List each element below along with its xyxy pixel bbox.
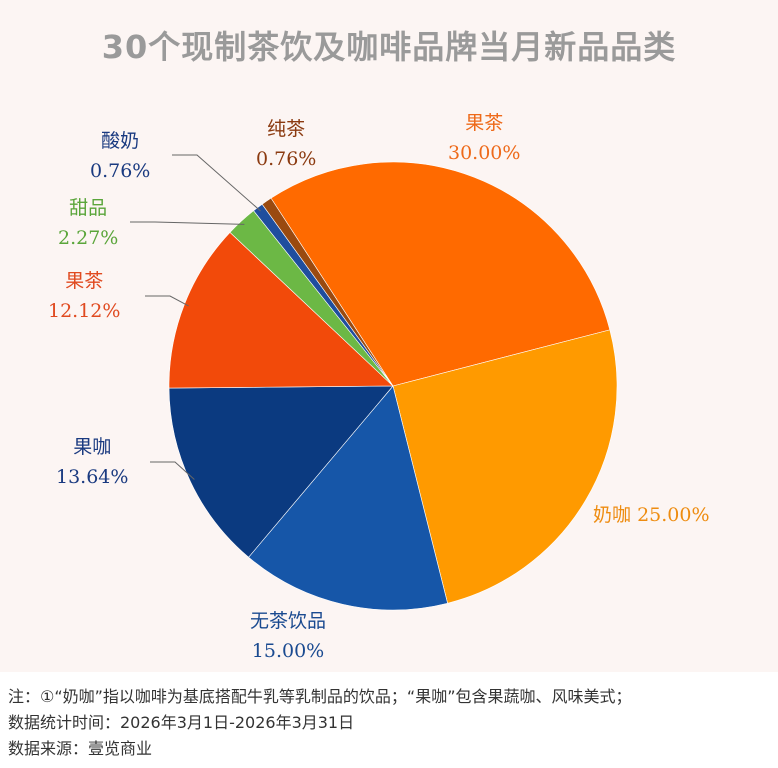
slice-name: 果茶 xyxy=(465,112,504,134)
label-guocha-12: 果茶 12.12% xyxy=(48,266,120,326)
label-chuncha: 纯茶 0.76% xyxy=(256,114,316,174)
slice-name: 果茶 xyxy=(65,270,104,292)
label-guoka: 果咖 13.64% xyxy=(56,432,128,492)
note-period: 数据统计时间：2026年3月1日-2026年3月31日 xyxy=(8,713,355,732)
slice-value: 13.64% xyxy=(56,466,129,488)
label-wucha: 无茶饮品 15.00% xyxy=(250,606,326,666)
label-naika: 奶咖 25.00% xyxy=(593,500,710,530)
label-suannai: 酸奶 0.76% xyxy=(90,126,150,186)
pie-slice-7 xyxy=(261,197,394,387)
slice-value: 15.00% xyxy=(251,640,325,662)
leader-line-3 xyxy=(150,461,195,480)
slice-name: 甜品 xyxy=(69,197,108,219)
slice-name: 奶咖 xyxy=(593,504,632,526)
pie-slice-2 xyxy=(248,385,448,611)
slice-value: 0.76% xyxy=(90,160,151,182)
label-tianpin: 甜品 2.27% xyxy=(58,193,118,253)
pie-slice-3 xyxy=(168,385,394,558)
note-source: 数据来源：壹览商业 xyxy=(8,739,153,758)
pie-slice-0 xyxy=(270,161,611,387)
chart-title: 30个现制茶饮及咖啡品牌当月新品品类 xyxy=(101,28,677,66)
pie-chart xyxy=(130,154,618,611)
slice-name: 纯茶 xyxy=(267,118,306,140)
slice-name: 无茶饮品 xyxy=(250,610,327,632)
note-definition: 注：①“奶咖”指以咖啡为基底搭配牛乳等乳制品的饮品；“果咖”包含果蔬咖、风味美式… xyxy=(8,687,632,706)
label-guocha-30: 果茶 30.00% xyxy=(448,108,520,168)
notes: 注：①“奶咖”指以咖啡为基底搭配牛乳等乳制品的饮品；“果咖”包含果蔬咖、风味美式… xyxy=(8,684,632,762)
pie-slice-1 xyxy=(392,329,618,604)
slice-value: 2.27% xyxy=(58,227,119,249)
leader-line-4 xyxy=(145,295,189,307)
slice-name: 果咖 xyxy=(73,436,112,458)
slice-value: 0.76% xyxy=(256,148,317,170)
pie-slice-4 xyxy=(168,231,394,389)
leader-line-5 xyxy=(130,221,245,225)
slice-value: 12.12% xyxy=(48,300,121,322)
leader-line-6 xyxy=(172,154,261,212)
slice-value: 30.00% xyxy=(448,142,521,164)
slice-name: 酸奶 xyxy=(101,130,140,152)
slice-value: 25.00% xyxy=(637,504,710,526)
